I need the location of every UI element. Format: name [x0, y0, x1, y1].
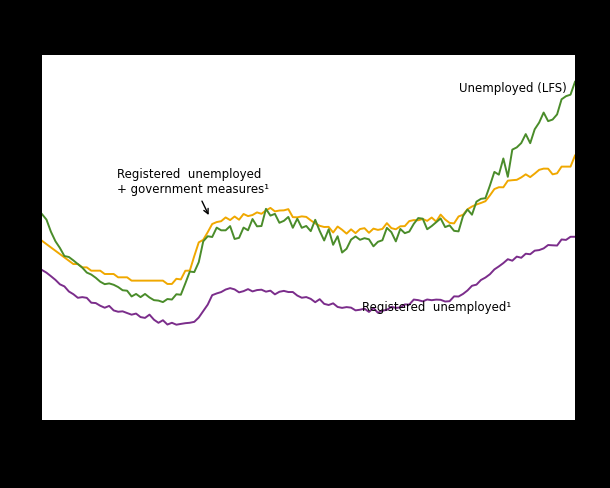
- Text: Registered  unemployed¹: Registered unemployed¹: [362, 301, 511, 314]
- Text: Unemployed (LFS): Unemployed (LFS): [459, 82, 567, 95]
- Text: Registered  unemployed
+ government measures¹: Registered unemployed + government measu…: [117, 168, 269, 214]
